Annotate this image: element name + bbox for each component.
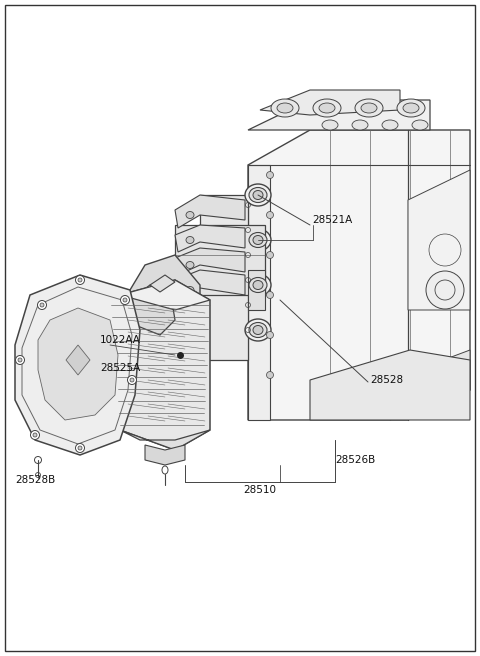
Ellipse shape (266, 211, 274, 218)
Ellipse shape (40, 303, 44, 307)
Ellipse shape (245, 184, 271, 206)
Ellipse shape (33, 433, 37, 437)
Ellipse shape (397, 99, 425, 117)
Ellipse shape (266, 171, 274, 178)
Ellipse shape (322, 120, 338, 130)
Ellipse shape (253, 325, 263, 335)
Polygon shape (130, 255, 200, 385)
Ellipse shape (277, 103, 293, 113)
Ellipse shape (412, 120, 428, 130)
Ellipse shape (120, 295, 130, 304)
Ellipse shape (130, 378, 134, 382)
Ellipse shape (253, 281, 263, 289)
Polygon shape (248, 165, 270, 420)
Text: 28528B: 28528B (15, 475, 55, 485)
Polygon shape (248, 270, 265, 310)
Ellipse shape (249, 232, 267, 247)
Polygon shape (145, 445, 185, 465)
Ellipse shape (249, 323, 267, 337)
Ellipse shape (266, 291, 274, 298)
Polygon shape (120, 430, 210, 450)
Ellipse shape (15, 356, 24, 365)
Polygon shape (66, 345, 90, 375)
Polygon shape (175, 195, 245, 228)
Text: 28528: 28528 (370, 375, 403, 385)
Ellipse shape (352, 120, 368, 130)
Text: 28510: 28510 (243, 485, 276, 495)
Polygon shape (120, 280, 210, 310)
Ellipse shape (245, 274, 271, 296)
Ellipse shape (245, 319, 271, 341)
Polygon shape (248, 130, 470, 420)
Ellipse shape (319, 103, 335, 113)
Text: 28526B: 28526B (335, 455, 375, 465)
Polygon shape (175, 248, 245, 275)
Polygon shape (200, 195, 248, 360)
Ellipse shape (78, 446, 82, 450)
Ellipse shape (403, 103, 419, 113)
Ellipse shape (186, 262, 194, 268)
Ellipse shape (426, 271, 464, 309)
Ellipse shape (123, 298, 127, 302)
Polygon shape (15, 275, 140, 455)
Ellipse shape (266, 371, 274, 379)
Ellipse shape (37, 300, 47, 310)
Ellipse shape (186, 211, 194, 218)
Polygon shape (175, 225, 245, 252)
Polygon shape (120, 295, 175, 365)
Polygon shape (105, 280, 210, 450)
Polygon shape (175, 270, 245, 298)
Ellipse shape (382, 120, 398, 130)
Polygon shape (408, 170, 470, 310)
Polygon shape (38, 308, 118, 420)
Polygon shape (150, 275, 175, 292)
Polygon shape (310, 350, 470, 420)
Ellipse shape (75, 443, 84, 453)
Ellipse shape (361, 103, 377, 113)
Ellipse shape (266, 331, 274, 338)
Polygon shape (390, 350, 470, 420)
Ellipse shape (271, 99, 299, 117)
Ellipse shape (355, 99, 383, 117)
Ellipse shape (266, 251, 274, 258)
Ellipse shape (18, 358, 22, 362)
Polygon shape (260, 90, 400, 115)
Ellipse shape (249, 277, 267, 293)
Text: 1022AA: 1022AA (100, 335, 141, 345)
Ellipse shape (78, 278, 82, 282)
Ellipse shape (31, 430, 39, 440)
Ellipse shape (253, 190, 263, 199)
Text: 28521A: 28521A (312, 215, 352, 225)
Polygon shape (248, 100, 430, 130)
Polygon shape (175, 225, 265, 295)
Ellipse shape (128, 375, 136, 384)
Ellipse shape (253, 236, 263, 245)
Ellipse shape (186, 287, 194, 293)
Ellipse shape (249, 188, 267, 203)
Ellipse shape (75, 276, 84, 285)
Ellipse shape (186, 237, 194, 243)
Polygon shape (130, 285, 175, 335)
Ellipse shape (313, 99, 341, 117)
Text: 28525A: 28525A (100, 363, 140, 373)
Ellipse shape (245, 229, 271, 251)
